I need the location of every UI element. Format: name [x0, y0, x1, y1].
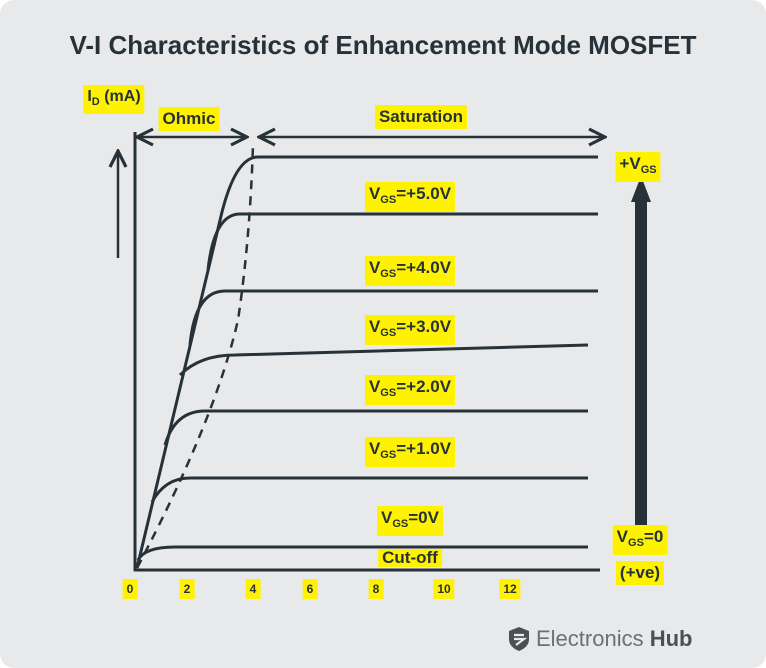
x-tick: 2 [179, 579, 195, 599]
curve-0v [136, 545, 588, 561]
x-tick: 0 [122, 579, 138, 599]
x-tick: 4 [245, 579, 261, 599]
electronics-hub-logo: Electronics Hub [508, 626, 692, 652]
saturation-label: Saturation [374, 105, 468, 129]
curve-label-5v: VGS=+5.0V [364, 182, 456, 212]
shield-icon [509, 627, 529, 651]
curve-label-2v: VGS=+2.0V [364, 375, 456, 405]
x-tick: 8 [368, 579, 384, 599]
curve-label-4v: VGS=+4.0V [364, 256, 456, 286]
x-tick: 6 [302, 579, 318, 599]
diagram-title: V-I Characteristics of Enhancement Mode … [69, 30, 697, 60]
vgs-increase-arrow [631, 176, 651, 540]
curve-3v [178, 343, 589, 377]
curve-4v [188, 289, 598, 346]
curve-5v [206, 212, 598, 271]
x-tick: 10 [433, 579, 455, 599]
curve-top [135, 155, 598, 569]
x-tick: 12 [499, 579, 521, 599]
cutoff-label: Cut-off [378, 549, 442, 567]
ohmic-boundary-dashed [135, 144, 255, 569]
curve-label-1v: VGS=+1.0V [364, 437, 456, 467]
polarity-label: (+ve) [615, 561, 665, 585]
curve-1v [150, 476, 588, 503]
vgs-zero-label: VGS=0 [612, 525, 668, 555]
curve-2v [163, 409, 588, 446]
curve-label-0v: VGS=0V [377, 506, 443, 536]
y-axis-label: ID (mA) [83, 85, 145, 114]
curve-label-3v: VGS=+3.0V [364, 315, 456, 345]
ohmic-label: Ohmic [158, 107, 220, 131]
vgs-plus-label: +VGS [615, 152, 661, 182]
